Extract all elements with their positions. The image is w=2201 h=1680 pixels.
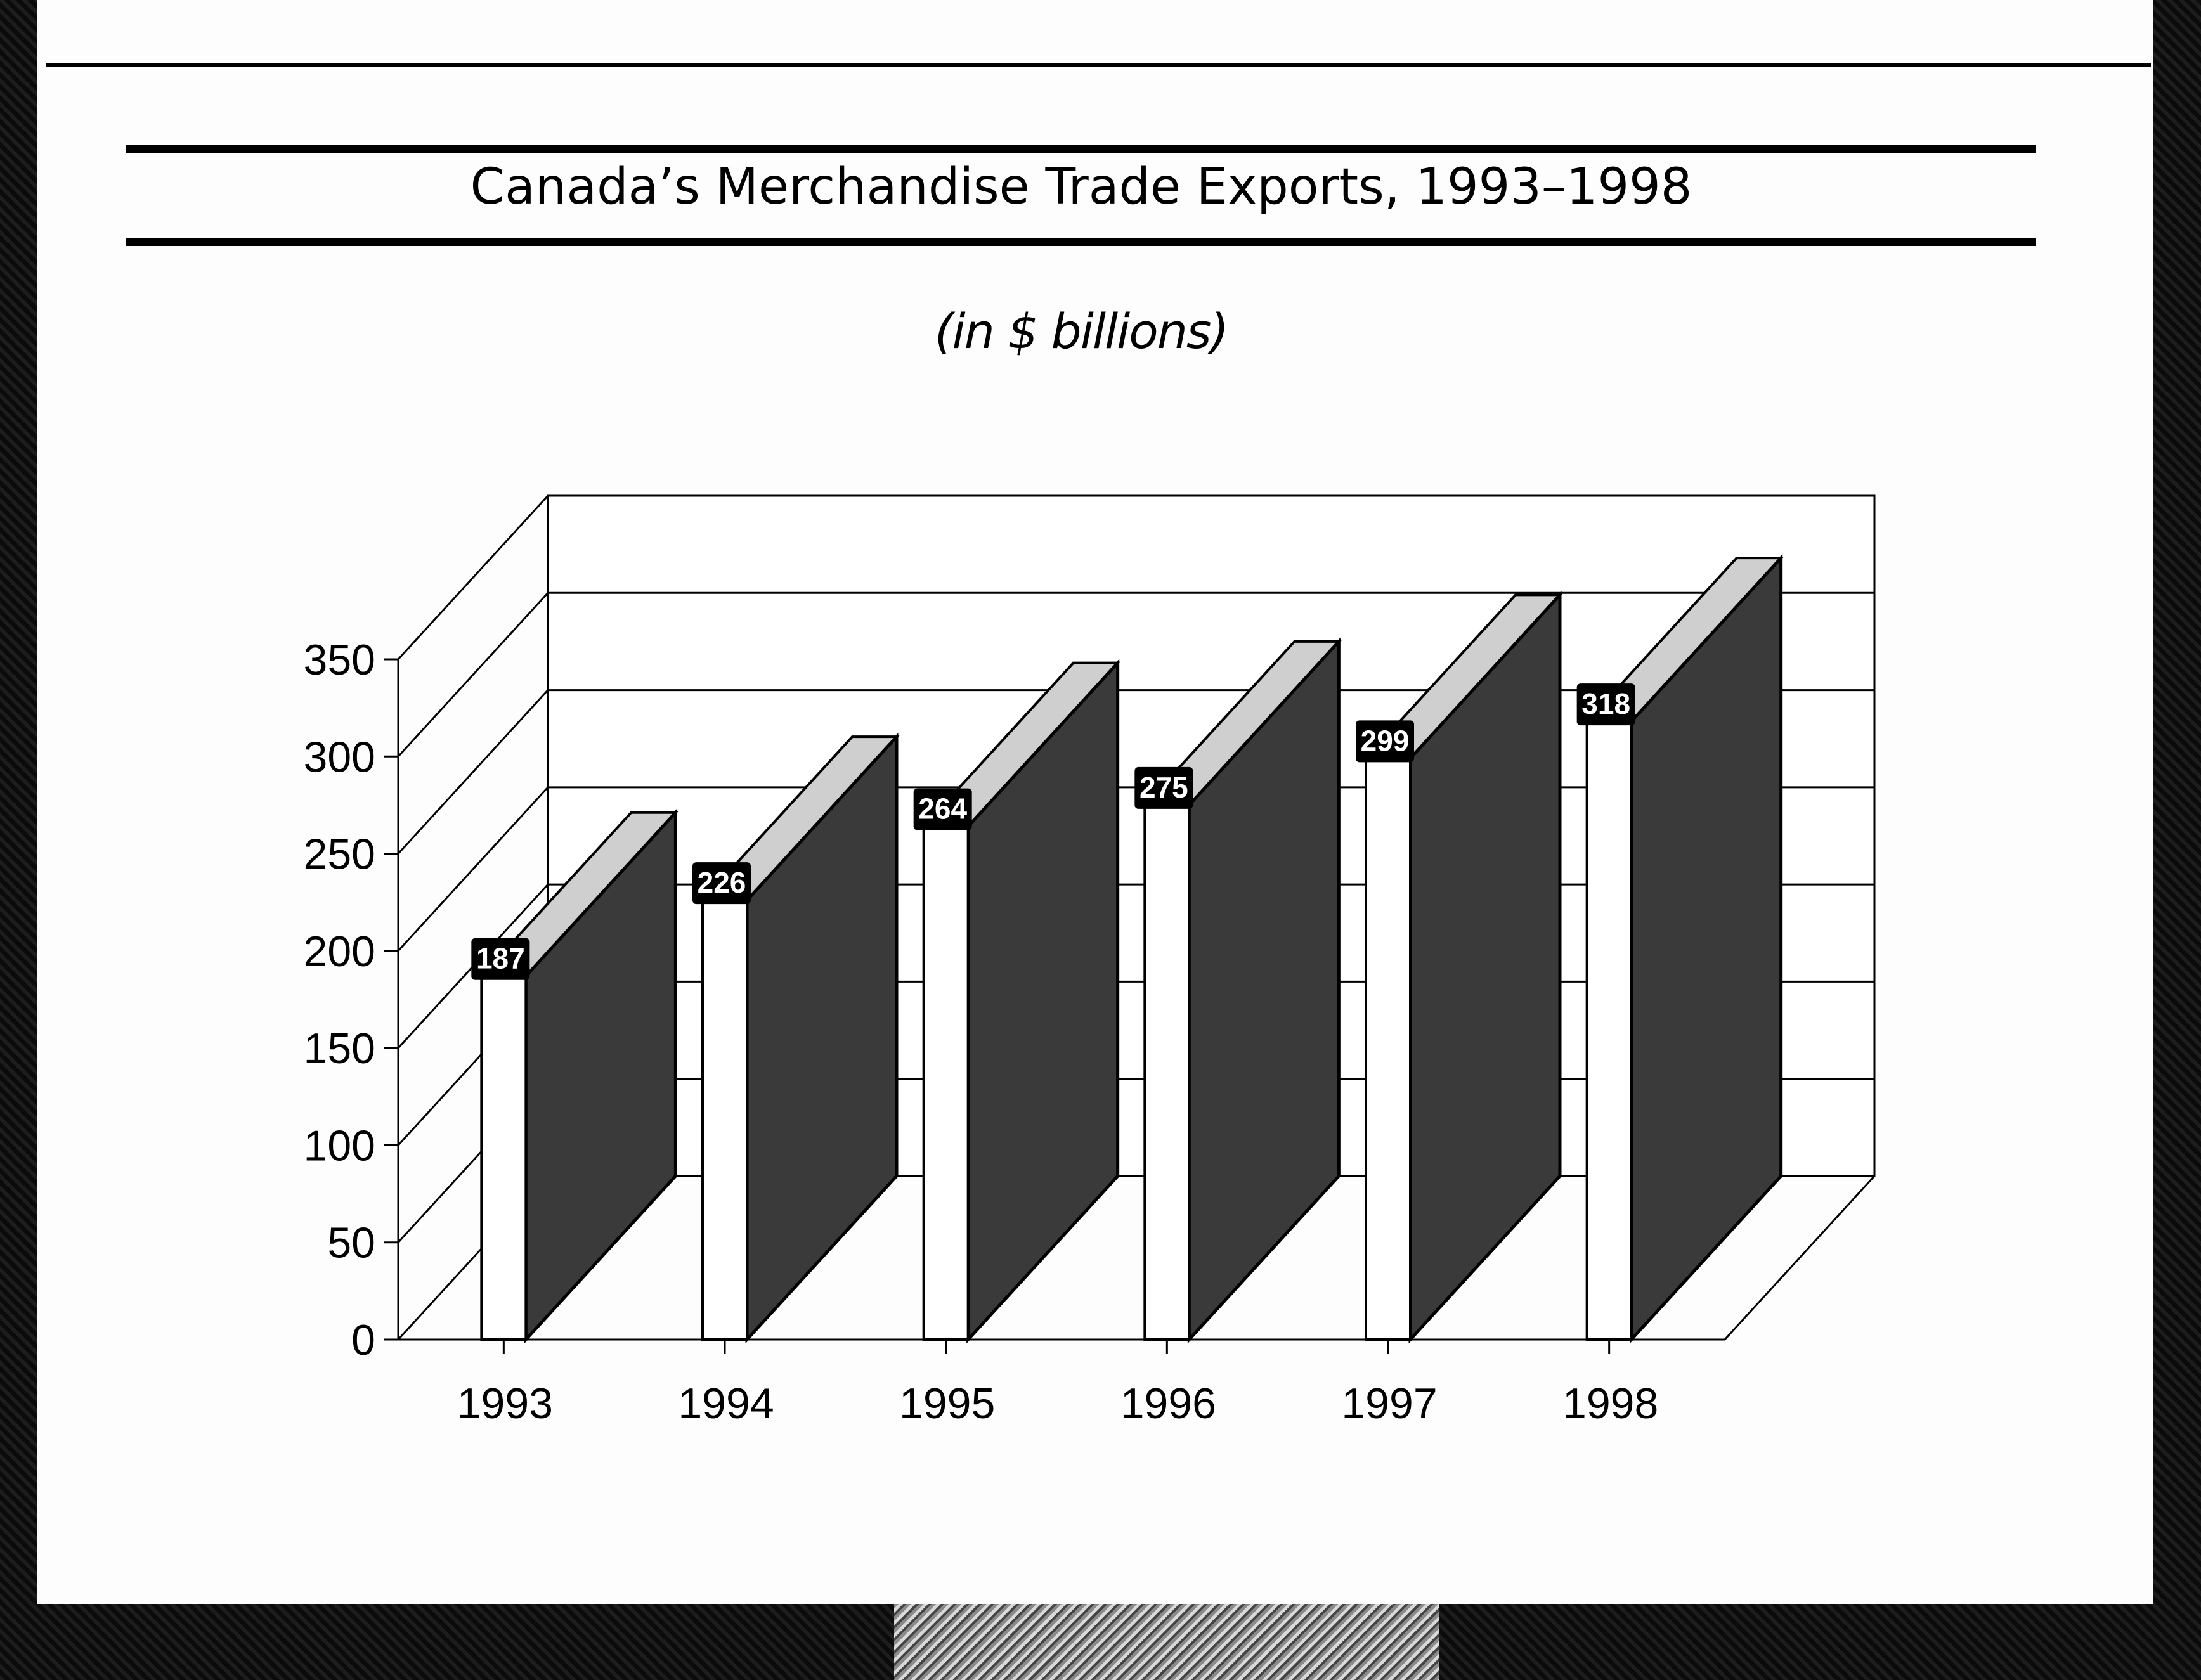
bar [922, 825, 970, 1341]
y-tick-label: 50 [327, 1219, 375, 1267]
bar-series [478, 553, 1784, 1344]
top-page-rule [46, 63, 2151, 67]
data-label-box [692, 862, 751, 905]
data-label: 187 [476, 942, 525, 975]
bar [701, 899, 748, 1341]
data-label-box [471, 938, 530, 980]
y-tick-label: 0 [351, 1316, 375, 1364]
data-label: 299 [1361, 724, 1410, 757]
x-tick-label: 1997 [1341, 1380, 1437, 1428]
side-gridline [397, 786, 549, 952]
data-label-box [1134, 766, 1193, 809]
y-tick-label: 300 [304, 733, 375, 781]
data-label: 264 [918, 792, 967, 825]
data-label: 318 [1581, 687, 1630, 720]
side-gridline [397, 494, 549, 661]
chart-labels: 0 50 100 150 200 250 300 350 187 1993 226 1994 264 19… [304, 636, 1659, 1428]
data-label: 226 [698, 866, 746, 899]
x-tick-label: 1994 [678, 1380, 774, 1428]
x-tick-label: 1993 [457, 1380, 553, 1428]
chart-title: Canada’s Merchandise Trade Exports, 1993… [470, 158, 1692, 216]
x-tick-label: 1998 [1562, 1380, 1658, 1428]
data-label-box [1576, 683, 1635, 726]
bar [1585, 720, 1633, 1341]
y-tick-label: 350 [304, 636, 375, 684]
chart-subtitle: (in $ billions) [934, 303, 1229, 359]
bar [480, 974, 528, 1341]
title-rule-bottom [126, 238, 2036, 246]
side-gridline [397, 592, 549, 758]
floor-right-edge [1724, 1175, 1876, 1341]
x-tick-label: 1996 [1120, 1380, 1216, 1428]
scan-artifact [894, 1604, 1439, 1680]
y-tick-label: 100 [304, 1121, 375, 1170]
y-tick-label: 200 [304, 927, 375, 976]
y-tick-label: 150 [304, 1024, 375, 1073]
data-label-box [913, 788, 972, 830]
bar [1143, 803, 1191, 1341]
data-label: 275 [1139, 771, 1188, 804]
data-label-box [1356, 720, 1414, 763]
y-tick-label: 250 [304, 830, 375, 879]
x-tick-label: 1995 [899, 1380, 995, 1428]
title-rule-top [126, 145, 2036, 153]
side-gridline [397, 689, 549, 855]
bar [1365, 757, 1412, 1341]
